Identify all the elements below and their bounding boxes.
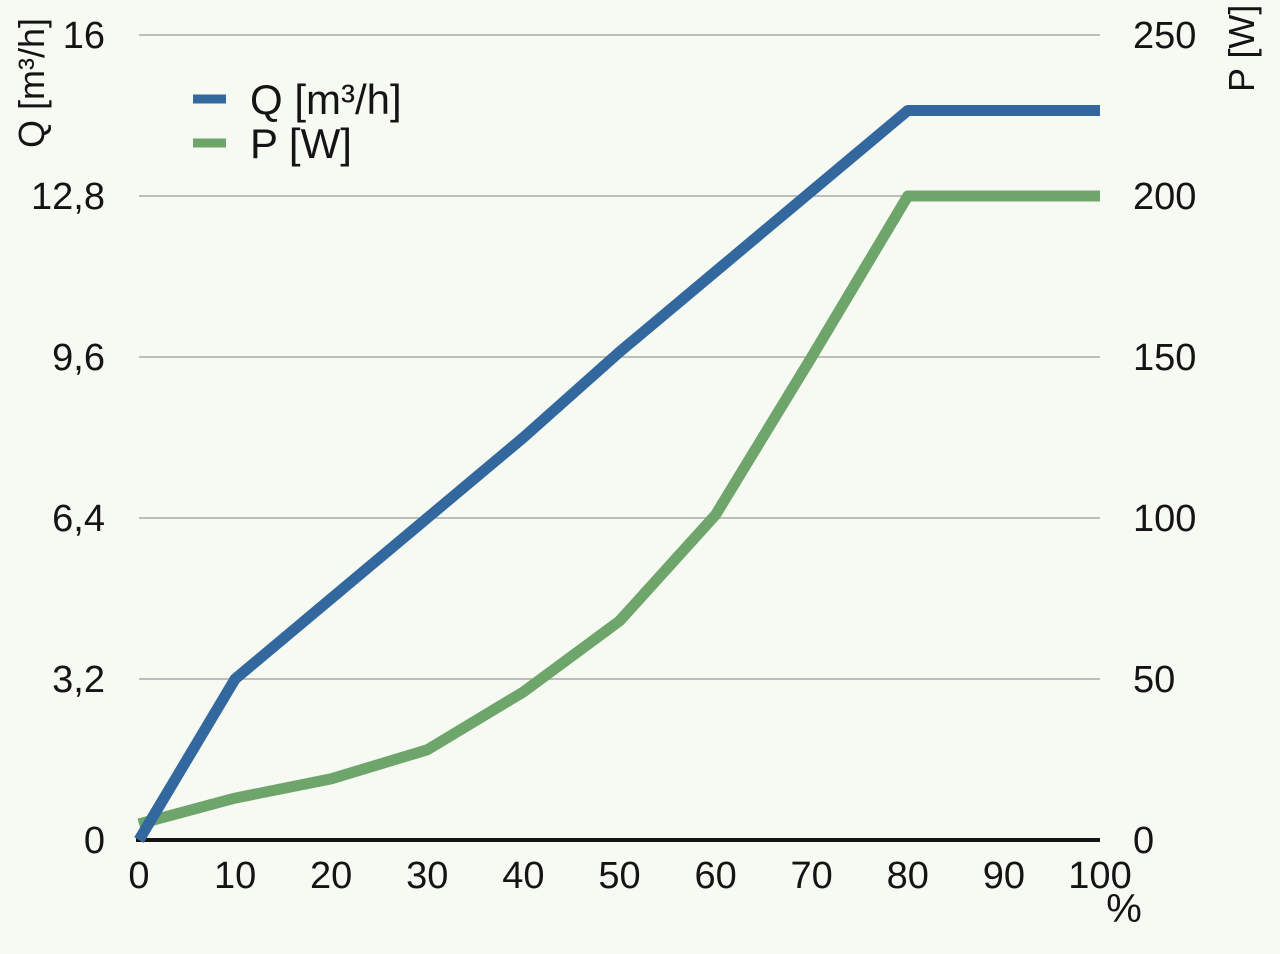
q-series-line [134,105,1100,843]
y-left-tick-label: 3,2 [52,659,105,701]
y-right-tick-label: 50 [1133,659,1175,701]
x-tick-label: 60 [694,855,736,897]
x-tick-label: 80 [887,855,929,897]
x-tick-label: 0 [128,855,149,897]
p-series-line [137,190,1100,830]
y-right-tick-label: 150 [1133,337,1196,379]
x-tick-label: 30 [406,855,448,897]
x-tick-label: 40 [502,855,544,897]
y-left-tick-label: 12,8 [31,176,105,218]
y-right-tick-label: 0 [1133,820,1154,862]
y-axis-right-tick-labels: 0 50 100 150 200 250 [1133,15,1196,862]
x-axis-tick-labels: 0 10 20 30 40 50 60 70 80 90 100 [128,855,1131,897]
y-right-tick-label: 100 [1133,498,1196,540]
legend-q-label: Q [m³/h] [250,76,402,123]
x-tick-label: 100 [1068,855,1131,897]
x-tick-label: 50 [598,855,640,897]
x-tick-label: 20 [310,855,352,897]
left-axis-title: Q [m³/h] [11,18,52,148]
right-axis-title: P [W] [1221,5,1262,92]
y-axis-left-tick-labels: 0 3,2 6,4 9,6 12,8 16 [31,15,105,862]
y-right-tick-label: 250 [1133,15,1196,57]
y-right-tick-label: 200 [1133,176,1196,218]
x-axis-unit-label: % [1106,887,1142,931]
y-left-tick-label: 0 [84,820,105,862]
y-left-tick-label: 6,4 [52,498,105,540]
series-lines [134,105,1100,843]
y-left-tick-label: 16 [63,15,105,57]
y-left-tick-label: 9,6 [52,337,105,379]
x-tick-label: 10 [214,855,256,897]
x-tick-label: 90 [983,855,1025,897]
legend: Q [m³/h] P [W] [193,76,402,167]
legend-p-label: P [W] [250,120,352,167]
x-tick-label: 70 [791,855,833,897]
